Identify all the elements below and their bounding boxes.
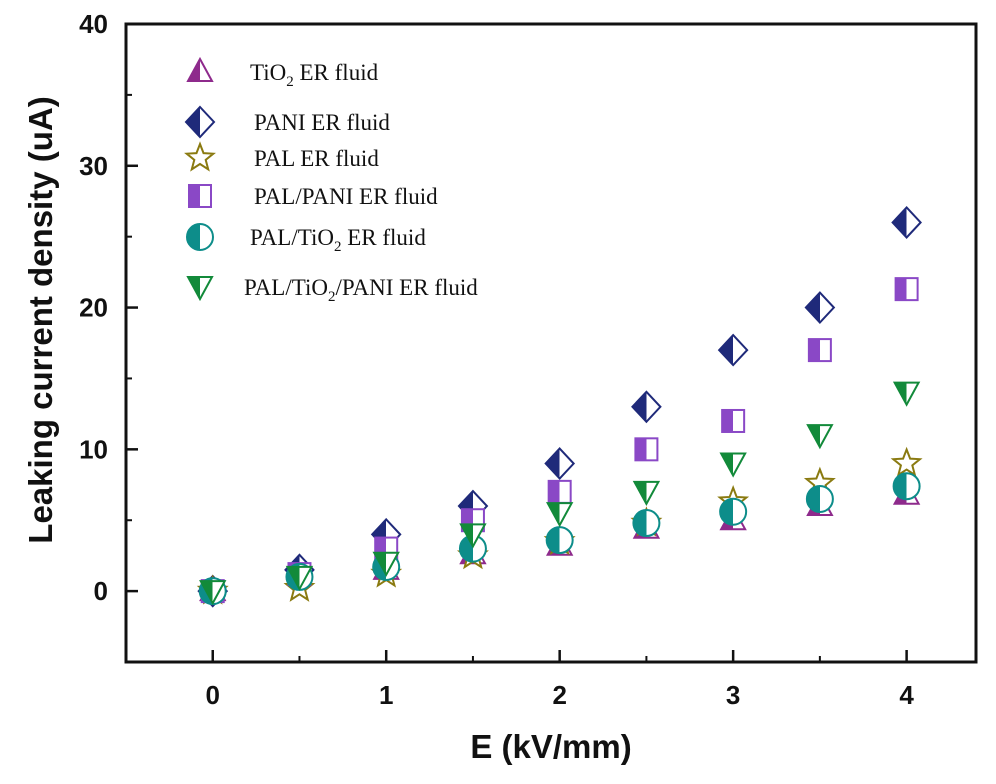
- y-axis-title: Leaking current density (uA): [22, 96, 59, 543]
- data-point: [372, 551, 400, 577]
- legend-marker: [186, 56, 214, 82]
- legend-label: PAL/TiO2/PANI ER fluid: [244, 275, 478, 305]
- x-tick-label: 2: [552, 680, 566, 710]
- data-point: [805, 484, 834, 513]
- data-point: [721, 408, 746, 433]
- x-tick-label: 0: [206, 680, 220, 710]
- x-axis-title: E (kV/mm): [470, 728, 631, 765]
- legend-label: PANI ER fluid: [254, 110, 390, 135]
- legend-item: PAL ER fluid: [184, 141, 379, 172]
- y-tick-label: 0: [94, 576, 108, 606]
- data-point: [285, 565, 314, 592]
- series-triangle-down: [199, 381, 921, 606]
- data-point: [807, 338, 832, 363]
- x-tick-label: 1: [379, 680, 393, 710]
- legend-item: PANI ER fluid: [184, 105, 390, 139]
- data-point: [892, 381, 921, 407]
- data-point: [632, 480, 661, 506]
- data-point: [631, 390, 662, 424]
- data-point: [892, 472, 921, 501]
- data-point: [804, 291, 836, 325]
- data-point: [199, 580, 227, 606]
- y-tick-label: 40: [79, 9, 108, 39]
- legend-marker: [184, 105, 216, 139]
- data-point: [890, 446, 923, 478]
- data-point: [894, 277, 919, 302]
- data-point: [634, 437, 659, 462]
- legend-marker: [186, 223, 214, 251]
- legend-item: TiO2 ER fluid: [186, 56, 379, 90]
- data-point: [545, 502, 574, 528]
- data-point: [632, 509, 661, 538]
- legend-marker: [186, 276, 214, 302]
- data-point: [719, 452, 747, 478]
- legend-label: PAL/PANI ER fluid: [254, 184, 438, 209]
- data-point: [544, 447, 576, 480]
- data-point: [719, 497, 748, 526]
- legend-item: PAL/TiO2/PANI ER fluid: [186, 275, 478, 305]
- legend-item: PAL/TiO2 ER fluid: [186, 223, 426, 255]
- data-point: [545, 526, 574, 555]
- legend-item: PAL/PANI ER fluid: [188, 184, 438, 209]
- y-tick-label: 30: [79, 151, 108, 181]
- legend-marker: [188, 184, 212, 208]
- legend-label: TiO2 ER fluid: [250, 60, 379, 90]
- data-point: [891, 206, 922, 239]
- legend: TiO2 ER fluid PANI ER fluid PAL ER fluid PA…: [184, 56, 478, 305]
- data-point: [806, 424, 834, 450]
- legend-label: PAL ER fluid: [254, 146, 379, 171]
- data-point: [717, 333, 749, 367]
- data-point: [459, 523, 487, 549]
- x-tick-label: 3: [726, 680, 740, 710]
- x-tick-label: 4: [899, 680, 914, 710]
- y-tick-label: 20: [79, 293, 108, 323]
- legend-marker: [184, 141, 216, 172]
- y-tick-label: 10: [79, 434, 108, 464]
- legend-label: PAL/TiO2 ER fluid: [250, 225, 426, 255]
- plot-frame: [124, 22, 978, 664]
- data-point: [547, 479, 572, 504]
